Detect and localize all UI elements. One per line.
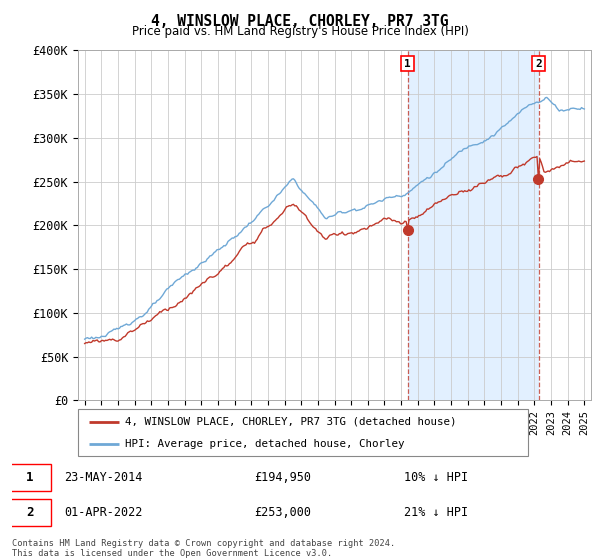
Text: 21% ↓ HPI: 21% ↓ HPI [404, 506, 468, 519]
Text: £253,000: £253,000 [254, 506, 311, 519]
Text: Price paid vs. HM Land Registry's House Price Index (HPI): Price paid vs. HM Land Registry's House … [131, 25, 469, 38]
Text: 23-MAY-2014: 23-MAY-2014 [64, 471, 142, 484]
Text: 2: 2 [535, 59, 542, 68]
FancyBboxPatch shape [9, 499, 50, 526]
Text: 1: 1 [26, 471, 34, 484]
Text: 01-APR-2022: 01-APR-2022 [64, 506, 142, 519]
Text: £194,950: £194,950 [254, 471, 311, 484]
Text: 10% ↓ HPI: 10% ↓ HPI [404, 471, 468, 484]
Text: 1: 1 [404, 59, 411, 68]
FancyBboxPatch shape [78, 409, 528, 456]
Text: 2: 2 [26, 506, 34, 519]
FancyBboxPatch shape [9, 464, 50, 491]
Text: Contains HM Land Registry data © Crown copyright and database right 2024.
This d: Contains HM Land Registry data © Crown c… [12, 539, 395, 558]
Text: 4, WINSLOW PLACE, CHORLEY, PR7 3TG: 4, WINSLOW PLACE, CHORLEY, PR7 3TG [151, 14, 449, 29]
Text: HPI: Average price, detached house, Chorley: HPI: Average price, detached house, Chor… [125, 438, 405, 449]
Bar [407, 50, 539, 400]
Text: 4, WINSLOW PLACE, CHORLEY, PR7 3TG (detached house): 4, WINSLOW PLACE, CHORLEY, PR7 3TG (deta… [125, 417, 457, 427]
